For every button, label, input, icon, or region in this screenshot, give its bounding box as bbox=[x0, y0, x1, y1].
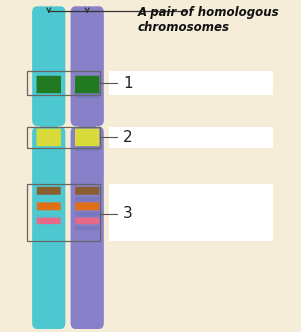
Bar bbox=[109, 71, 273, 95]
FancyBboxPatch shape bbox=[75, 187, 99, 195]
FancyBboxPatch shape bbox=[75, 226, 99, 230]
FancyBboxPatch shape bbox=[37, 93, 61, 98]
FancyBboxPatch shape bbox=[75, 128, 99, 147]
Text: 2: 2 bbox=[123, 130, 132, 145]
FancyBboxPatch shape bbox=[71, 6, 104, 126]
FancyBboxPatch shape bbox=[37, 203, 61, 210]
FancyBboxPatch shape bbox=[75, 146, 99, 151]
FancyBboxPatch shape bbox=[75, 212, 99, 216]
FancyBboxPatch shape bbox=[37, 226, 61, 230]
FancyBboxPatch shape bbox=[75, 93, 99, 98]
FancyBboxPatch shape bbox=[40, 119, 57, 134]
Text: A pair of homologous
chromosomes: A pair of homologous chromosomes bbox=[138, 6, 280, 34]
Text: 3: 3 bbox=[123, 207, 133, 221]
FancyBboxPatch shape bbox=[37, 217, 61, 224]
FancyBboxPatch shape bbox=[36, 128, 61, 147]
FancyBboxPatch shape bbox=[75, 197, 99, 202]
Bar bbox=[27, 71, 100, 95]
Bar bbox=[109, 184, 273, 241]
FancyBboxPatch shape bbox=[32, 126, 65, 329]
FancyBboxPatch shape bbox=[75, 76, 99, 94]
Bar bbox=[109, 126, 273, 148]
FancyBboxPatch shape bbox=[37, 212, 61, 216]
FancyBboxPatch shape bbox=[37, 187, 61, 195]
FancyBboxPatch shape bbox=[75, 203, 99, 210]
FancyBboxPatch shape bbox=[75, 217, 99, 224]
Bar bbox=[27, 184, 100, 241]
FancyBboxPatch shape bbox=[79, 119, 96, 134]
FancyBboxPatch shape bbox=[37, 146, 61, 151]
FancyBboxPatch shape bbox=[71, 126, 104, 329]
Text: 1: 1 bbox=[123, 76, 132, 91]
Bar bbox=[27, 126, 100, 148]
FancyBboxPatch shape bbox=[32, 6, 65, 126]
FancyBboxPatch shape bbox=[37, 197, 61, 202]
FancyBboxPatch shape bbox=[36, 76, 61, 94]
